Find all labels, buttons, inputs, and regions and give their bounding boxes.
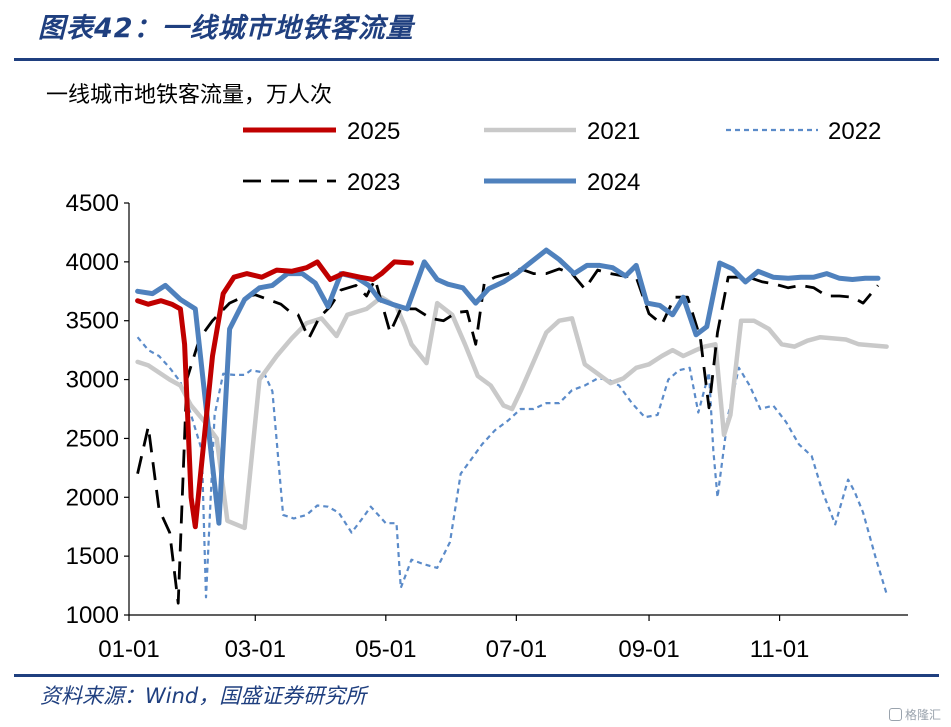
legend-label-2021: 2021 bbox=[587, 118, 640, 145]
legend-label-2023: 2023 bbox=[347, 169, 400, 196]
series-line-2022 bbox=[136, 336, 888, 599]
watermark-logo-icon bbox=[888, 708, 902, 721]
x-tick-label: 11-01 bbox=[750, 636, 810, 663]
y-tick-label: 2500 bbox=[66, 425, 119, 452]
y-tick-label: 3000 bbox=[66, 367, 119, 394]
legend: 2025 2021 2022 2023 2024 bbox=[243, 118, 881, 196]
x-tick-label: 09-01 bbox=[618, 636, 679, 663]
y-tick-label: 1000 bbox=[66, 602, 119, 629]
chart-title: 一线城市地铁客流量，万人次 bbox=[46, 83, 333, 108]
series-line-2023 bbox=[136, 267, 880, 605]
top-divider bbox=[14, 58, 939, 61]
bottom-divider bbox=[14, 674, 939, 677]
x-tick-label: 05-01 bbox=[355, 636, 416, 663]
legend-label-2024: 2024 bbox=[587, 169, 640, 196]
y-tick-label: 4500 bbox=[66, 190, 119, 217]
series-line-2025 bbox=[135, 259, 414, 530]
legend-label-2022: 2022 bbox=[828, 118, 881, 145]
figure-title: 图表42：一线城市地铁客流量 bbox=[38, 13, 414, 44]
y-tick-label: 2000 bbox=[66, 484, 119, 511]
y-tick-label: 4000 bbox=[66, 249, 119, 276]
legend-label-2025: 2025 bbox=[347, 118, 400, 145]
x-tick-label: 07-01 bbox=[486, 636, 547, 663]
y-tick-label: 1500 bbox=[66, 543, 119, 570]
watermark: 格隆汇 bbox=[888, 706, 941, 723]
x-tick-label: 03-01 bbox=[225, 636, 286, 663]
watermark-text: 格隆汇 bbox=[904, 708, 941, 722]
series-line-2024 bbox=[135, 247, 881, 526]
series-line-2021 bbox=[135, 294, 889, 531]
plot-area bbox=[135, 247, 889, 605]
x-tick-label: 01-01 bbox=[98, 636, 159, 663]
y-tick-label: 3500 bbox=[66, 308, 119, 335]
axes: 1000 1500 2000 2500 3000 3500 4000 4500 01-01 03-… bbox=[66, 190, 908, 663]
source-note: 资料来源：Wind，国盛证券研究所 bbox=[40, 684, 367, 708]
